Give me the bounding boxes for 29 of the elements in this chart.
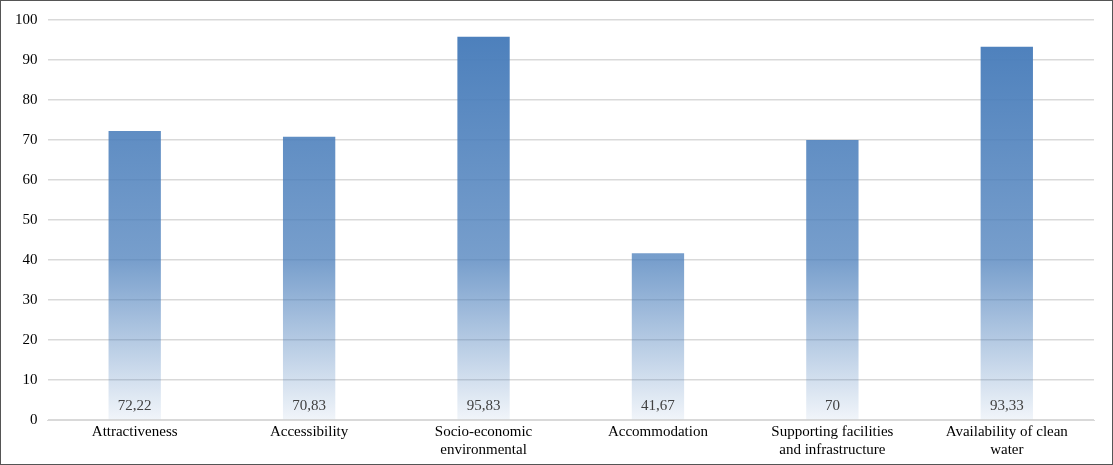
y-tick-label: 50 [22,210,38,227]
y-tick-label: 100 [15,10,38,27]
y-tick-label: 90 [22,50,38,67]
data-label: 41,67 [641,396,676,413]
bar [631,253,685,420]
data-label: 72,22 [117,396,152,413]
y-tick-label: 40 [22,250,38,267]
x-tick-label: Supporting facilities and infrastructure [771,422,894,457]
bar [980,46,1033,420]
y-tick-label: 70 [22,130,38,147]
data-label: 70 [824,396,840,413]
bar [282,136,336,420]
bar [108,131,161,420]
data-label: 93,33 [989,396,1024,413]
y-tick-label: 60 [22,170,38,187]
y-tick-label: 0 [30,410,38,427]
x-tick-label: Socio-economic environmental [434,422,533,457]
x-tick-label: Attractiveness [91,422,178,439]
y-tick-label: 20 [22,330,38,347]
bar [806,140,859,420]
x-tick-label: Accommodation [607,422,709,439]
data-label: 70,83 [292,396,326,413]
y-tick-label: 10 [22,370,38,387]
y-tick-label: 30 [22,290,38,307]
x-tick-label: Accessibility [269,422,349,439]
bar [457,36,510,420]
data-label: 95,83 [466,396,501,413]
y-tick-label: 80 [22,90,38,107]
x-tick-label: Availability of clean water [945,422,1069,457]
